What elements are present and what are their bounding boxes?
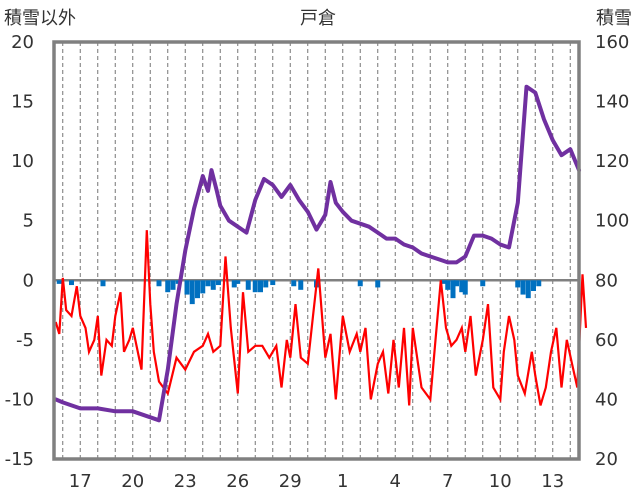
- precipitation-bar: [258, 280, 263, 293]
- x-tick-label: 1: [337, 471, 348, 492]
- right-tick-label: 20: [595, 449, 618, 470]
- left-tick-label: 20: [11, 32, 34, 53]
- x-tick-label: 17: [69, 471, 92, 492]
- precipitation-bar: [56, 280, 62, 284]
- vertical-gridlines: [62, 42, 571, 459]
- x-tick-label: 4: [390, 471, 401, 492]
- precipitation-bar: [480, 280, 486, 287]
- plot-frame: [52, 40, 581, 461]
- precipitation-bar: [210, 280, 216, 290]
- x-tick-label: 7: [442, 471, 453, 492]
- x-tick-label: 29: [279, 471, 302, 492]
- precipitation-bar: [291, 280, 297, 287]
- x-tick-label: 10: [489, 471, 512, 492]
- precipitation-bar: [536, 280, 542, 287]
- precipitation-bar: [459, 280, 465, 293]
- x-tick-label: 13: [541, 471, 564, 492]
- x-tick-label: 26: [226, 471, 249, 492]
- precipitation-bar: [520, 280, 526, 295]
- left-tick-label: 5: [23, 211, 34, 232]
- precipitation-bar: [375, 280, 381, 288]
- right-tick-label: 120: [595, 151, 629, 172]
- precipitation-bar: [531, 280, 536, 292]
- precipitation-bar: [195, 280, 200, 299]
- precipitation-bar: [450, 280, 456, 299]
- right-tick-label: 100: [595, 211, 629, 232]
- precipitation-bar: [298, 280, 304, 290]
- right-tick-label: 60: [595, 330, 618, 351]
- precipitation-bar: [216, 280, 221, 286]
- precipitation-bar: [357, 280, 363, 287]
- precipitation-bar: [189, 280, 195, 305]
- precipitation-bar: [69, 280, 74, 286]
- left-tick-label: -10: [5, 389, 34, 410]
- precipitation-bar: [454, 280, 459, 287]
- right-axis-ticks: 20 40 60 80 100 120 140 160: [595, 32, 629, 470]
- precipitation-bar: [462, 280, 468, 295]
- precipitation-bar: [170, 280, 176, 290]
- left-tick-label: -5: [16, 330, 34, 351]
- right-axis-label: 積雪: [596, 8, 632, 29]
- precipitation-bar: [205, 280, 211, 287]
- precipitation-bar: [263, 280, 269, 288]
- precipitation-bars: [56, 280, 542, 305]
- precipitation-bar: [156, 280, 162, 287]
- right-tick-label: 40: [595, 389, 618, 410]
- precipitation-bar: [252, 280, 258, 293]
- precipitation-bar: [100, 280, 106, 287]
- chart-title: 戸倉: [300, 8, 336, 29]
- precipitation-bar: [184, 280, 190, 295]
- precipitation-bar: [245, 280, 251, 290]
- right-tick-label: 160: [595, 32, 629, 53]
- precipitation-bar: [165, 280, 171, 293]
- left-tick-label: -15: [5, 449, 34, 470]
- precipitation-bar: [235, 280, 241, 284]
- x-tick-label: 23: [174, 471, 197, 492]
- precipitation-bar: [525, 280, 531, 299]
- precipitation-bar: [270, 280, 276, 286]
- right-tick-label: 140: [595, 92, 629, 113]
- x-tick-label: 20: [121, 471, 144, 492]
- precipitation-bar: [441, 280, 447, 284]
- precipitation-bar: [445, 280, 451, 290]
- temperature-line: [54, 230, 588, 406]
- precipitation-bar: [515, 280, 521, 288]
- left-tick-label: 10: [11, 151, 34, 172]
- left-axis-label: 積雪以外: [4, 8, 76, 29]
- left-tick-label: 15: [11, 92, 34, 113]
- precipitation-bar: [200, 280, 206, 294]
- right-tick-label: 80: [595, 270, 618, 291]
- left-axis-ticks: -15 -10 -5 0 5 10 15 20: [5, 32, 34, 470]
- snow-depth-line: [53, 84, 581, 423]
- left-tick-label: 0: [23, 270, 34, 291]
- x-axis-ticks: 17 20 23 26 29 1 4 7 10 13: [69, 471, 564, 492]
- precipitation-bar: [231, 280, 237, 288]
